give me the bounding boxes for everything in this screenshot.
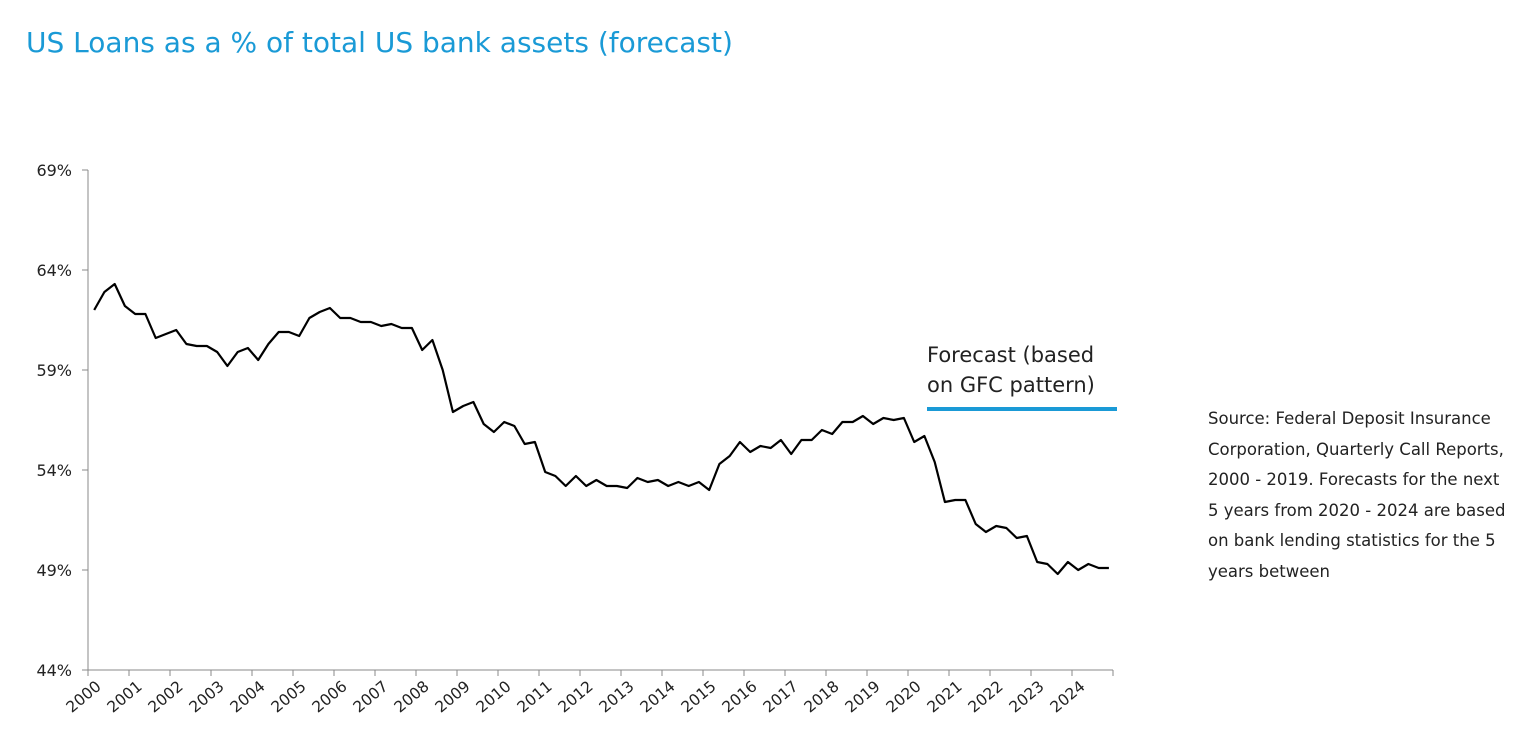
x-tick-label: 2002 (145, 677, 187, 716)
x-tick-label: 2008 (391, 677, 433, 716)
forecast-annotation-line1: Forecast (based (927, 343, 1094, 367)
source-note: Source: Federal Deposit Insurance Corpor… (1208, 409, 1506, 581)
x-tick-label: 2012 (555, 677, 597, 716)
forecast-annotation-line2: on GFC pattern) (927, 373, 1095, 397)
x-tick-label: 2014 (637, 677, 679, 716)
series-layer (93, 282, 1109, 576)
x-tick-label: 2017 (760, 677, 802, 716)
x-tick-label: 2000 (63, 677, 105, 716)
y-tick-label: 64% (36, 261, 72, 280)
x-tick-label: 2004 (227, 677, 269, 716)
y-tick-label: 59% (36, 361, 72, 380)
y-tick-label: 49% (36, 561, 72, 580)
x-tick-label: 2013 (596, 677, 638, 716)
y-tick-label: 44% (36, 661, 72, 680)
x-tick-label: 2007 (350, 677, 392, 716)
x-tick-label: 2023 (1006, 677, 1048, 716)
x-tick-label: 2001 (104, 677, 146, 716)
forecast-annotation: Forecast (based on GFC pattern) (927, 343, 1117, 411)
y-axis: 69% 64% 59% 54% 49% 44% (36, 161, 89, 680)
x-tick-label: 2003 (186, 677, 228, 716)
x-tick-label: 2024 (1047, 677, 1089, 716)
x-tick-label: 2006 (309, 677, 351, 716)
y-tick-label: 69% (36, 161, 72, 180)
x-tick-label: 2011 (514, 677, 556, 716)
x-axis: 2000 2001 2002 2003 2004 2005 2006 2007 2008 2009… (63, 669, 1114, 716)
x-tick-label: 2015 (678, 677, 720, 716)
x-tick-label: 2010 (473, 677, 515, 716)
x-tick-label: 2021 (924, 677, 966, 716)
x-tick-label: 2019 (842, 677, 884, 716)
x-tick-label: 2005 (268, 677, 310, 716)
x-tick-label: 2018 (801, 677, 843, 716)
series-line (93, 282, 1109, 576)
x-tick-label: 2009 (432, 677, 474, 716)
x-tick-label: 2016 (719, 677, 761, 716)
y-tick-label: 54% (36, 461, 72, 480)
x-tick-label: 2020 (883, 677, 925, 716)
chart-title: US Loans as a % of total US bank assets … (26, 26, 733, 59)
x-tick-label: 2022 (965, 677, 1007, 716)
